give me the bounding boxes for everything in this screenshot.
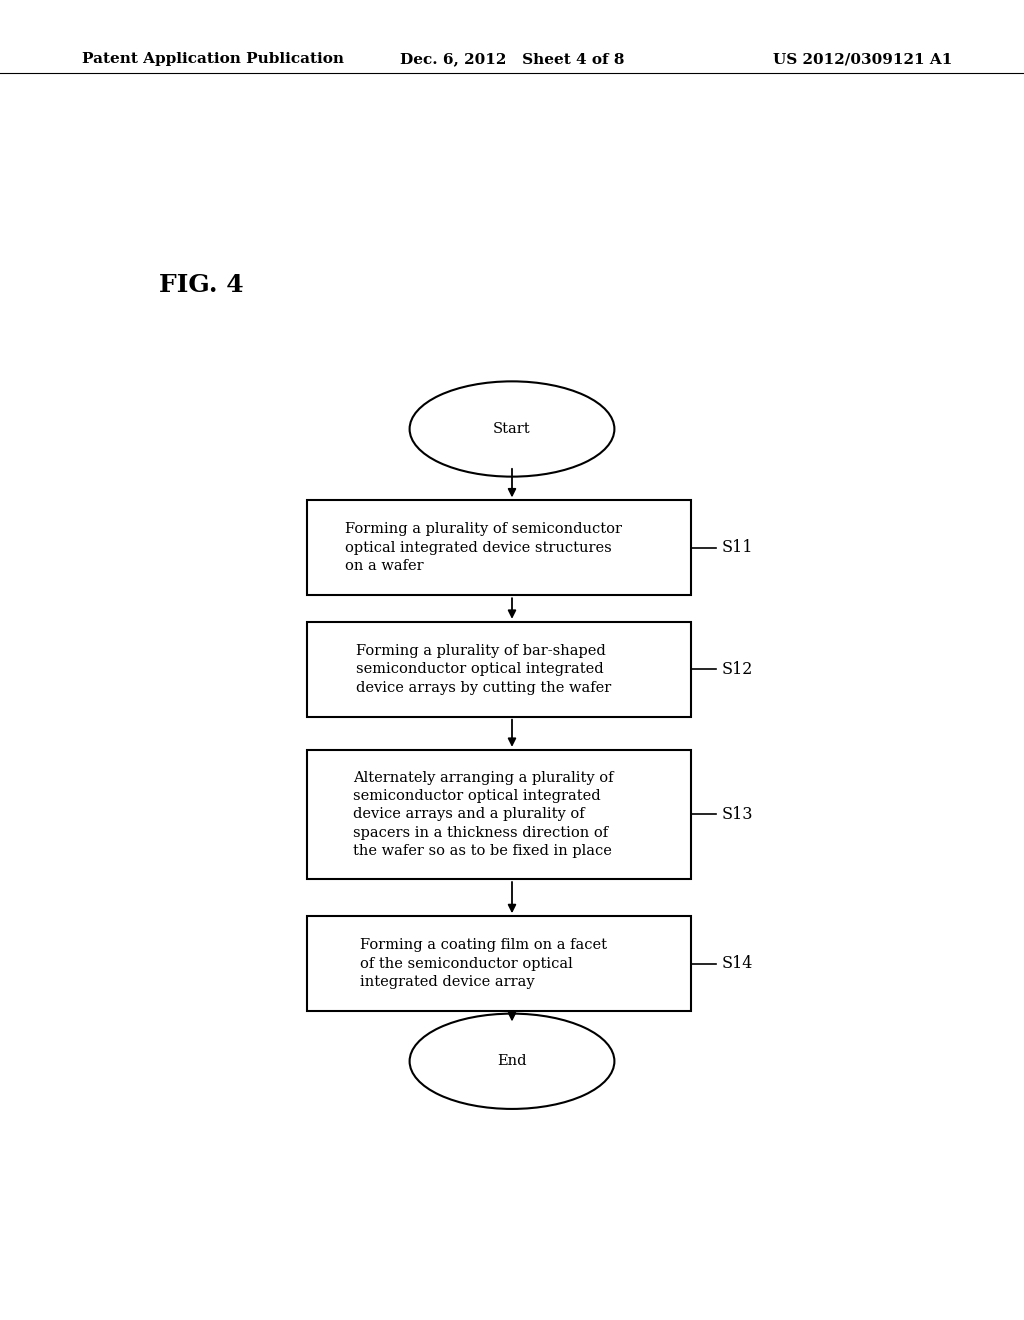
Text: Forming a coating film on a facet
of the semiconductor optical
integrated device: Forming a coating film on a facet of the…	[359, 939, 607, 989]
Text: Patent Application Publication: Patent Application Publication	[82, 53, 344, 66]
Text: S11: S11	[721, 540, 753, 556]
Text: S12: S12	[721, 661, 753, 677]
Text: Forming a plurality of semiconductor
optical integrated device structures
on a w: Forming a plurality of semiconductor opt…	[345, 523, 622, 573]
Text: Forming a plurality of bar-shaped
semiconductor optical integrated
device arrays: Forming a plurality of bar-shaped semico…	[355, 644, 611, 694]
Text: End: End	[498, 1055, 526, 1068]
Text: S13: S13	[721, 807, 753, 822]
Text: US 2012/0309121 A1: US 2012/0309121 A1	[773, 53, 952, 66]
Text: Start: Start	[494, 422, 530, 436]
Text: Alternately arranging a plurality of
semiconductor optical integrated
device arr: Alternately arranging a plurality of sem…	[353, 771, 613, 858]
Text: FIG. 4: FIG. 4	[159, 273, 244, 297]
Text: Dec. 6, 2012   Sheet 4 of 8: Dec. 6, 2012 Sheet 4 of 8	[399, 53, 625, 66]
Text: S14: S14	[721, 956, 753, 972]
